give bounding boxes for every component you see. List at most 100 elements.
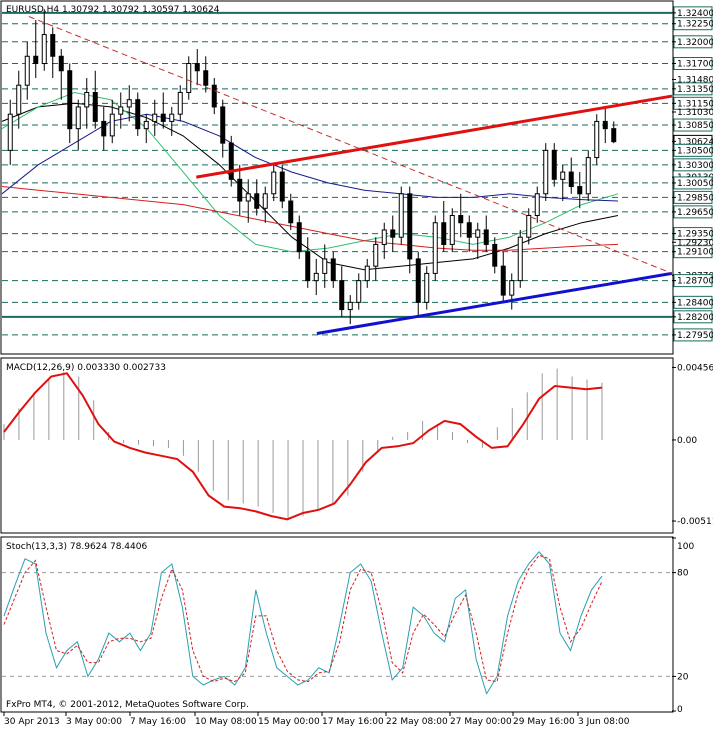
- candle-31: [271, 164, 277, 202]
- moving-average-1: [1, 91, 619, 253]
- candle-47: [407, 186, 413, 274]
- candle-32: [279, 164, 285, 209]
- candle-45: [390, 215, 396, 252]
- time-label-5: 17 May 16:00: [322, 717, 384, 727]
- candle-4: [41, 9, 47, 71]
- candle-37: [322, 244, 328, 288]
- candle-68: [585, 150, 591, 202]
- candle-18: [160, 92, 166, 129]
- time-label-9: 3 Jun 08:00: [578, 717, 630, 727]
- price-label-11: 1.30300: [677, 161, 713, 171]
- candle-19: [169, 106, 175, 136]
- candle-36: [313, 258, 319, 296]
- candle-0: [7, 99, 13, 165]
- candle-44: [381, 222, 387, 259]
- copyright-text: FxPro MT4, © 2001-2012, MetaQuotes Softw…: [6, 700, 249, 710]
- candle-25: [220, 99, 226, 158]
- price-label-15: 1.29650: [677, 208, 713, 218]
- candle-1: [16, 70, 22, 129]
- moving-average-3: [1, 186, 619, 251]
- candle-23: [203, 56, 209, 93]
- price-label-10: 1.30500: [677, 146, 713, 156]
- candle-48: [415, 251, 421, 317]
- candle-33: [288, 193, 294, 230]
- candle-8: [75, 99, 81, 151]
- candle-12: [109, 99, 115, 144]
- price-label-6: 1.31150: [677, 99, 713, 109]
- candle-22: [194, 49, 200, 86]
- candle-58: [500, 251, 506, 303]
- price-label-1: 1.32250: [677, 20, 713, 30]
- trendline-2: [28, 16, 673, 274]
- price-label-17: 1.29230: [677, 238, 713, 248]
- candle-34: [296, 215, 302, 259]
- candle-20: [177, 85, 183, 122]
- candle-10: [92, 70, 98, 129]
- candle-56: [483, 215, 489, 252]
- stoch-panel-frame: [0, 536, 674, 713]
- candle-40: [347, 295, 353, 325]
- candle-26: [228, 135, 234, 187]
- candle-17: [152, 99, 158, 136]
- candle-59: [509, 273, 515, 310]
- candle-54: [466, 215, 472, 252]
- candle-15: [135, 92, 141, 136]
- time-label-7: 27 May 00:00: [450, 717, 512, 727]
- candle-16: [143, 114, 149, 144]
- candle-38: [330, 251, 336, 288]
- candle-39: [339, 266, 345, 317]
- candle-55: [475, 222, 481, 259]
- time-label-6: 22 May 08:00: [386, 717, 448, 727]
- candle-69: [594, 114, 600, 165]
- price-label-13: 1.30050: [677, 179, 713, 189]
- stoch-main-line: [3, 551, 603, 695]
- stoch-header: Stoch(13,3,3) 78.9624 78.4406: [6, 542, 147, 552]
- price-label-21: 1.28400: [677, 298, 713, 308]
- candle-27: [237, 164, 243, 216]
- candle-11: [101, 106, 107, 151]
- price-label-18: 1.29100: [677, 248, 713, 258]
- macd-indicator: 0.004568 0.00 -0.00511: [3, 363, 713, 527]
- candle-53: [458, 193, 464, 238]
- price-label-14: 1.29850: [677, 193, 713, 203]
- time-label-8: 29 May 16:00: [513, 717, 575, 727]
- stoch-scale-1: 80: [677, 569, 689, 579]
- candle-71: [611, 121, 617, 144]
- trendline-0: [196, 94, 673, 179]
- trendline-1: [316, 271, 673, 335]
- candle-29: [254, 179, 260, 216]
- candle-14: [126, 85, 132, 122]
- candle-66: [568, 157, 574, 194]
- macd-scale-1: 0.00: [677, 436, 697, 446]
- price-label-4: 1.31480: [677, 75, 713, 85]
- candle-43: [373, 237, 379, 281]
- candle-30: [262, 186, 268, 223]
- candle-51: [441, 201, 447, 252]
- candle-6: [58, 49, 64, 100]
- candle-2: [24, 41, 30, 100]
- time-label-3: 10 May 08:00: [195, 717, 257, 727]
- price-label-2: 1.32000: [677, 38, 713, 48]
- time-label-4: 15 May 00:00: [258, 717, 320, 727]
- stoch-scale-3: 0: [677, 705, 683, 715]
- candle-35: [305, 237, 311, 288]
- trendlines: [28, 16, 673, 335]
- candle-63: [543, 143, 549, 202]
- candle-57: [492, 237, 498, 274]
- price-label-5: 1.31350: [677, 85, 713, 95]
- stoch-scale-0: 100: [677, 542, 694, 552]
- candle-24: [211, 77, 217, 115]
- candle-13: [118, 92, 124, 129]
- price-label-8: 1.30850: [677, 121, 713, 131]
- time-axis: 30 Apr 2013 3 May 00:00 7 May 16:00 10 May …: [3, 712, 630, 727]
- candle-65: [560, 164, 566, 202]
- candle-50: [432, 215, 438, 281]
- time-label-0: 30 Apr 2013: [4, 717, 60, 727]
- candle-5: [50, 27, 56, 78]
- candle-7: [67, 63, 73, 144]
- macd-signal-line: [3, 372, 603, 521]
- horizontal-levels: [2, 11, 672, 336]
- candle-62: [534, 186, 540, 223]
